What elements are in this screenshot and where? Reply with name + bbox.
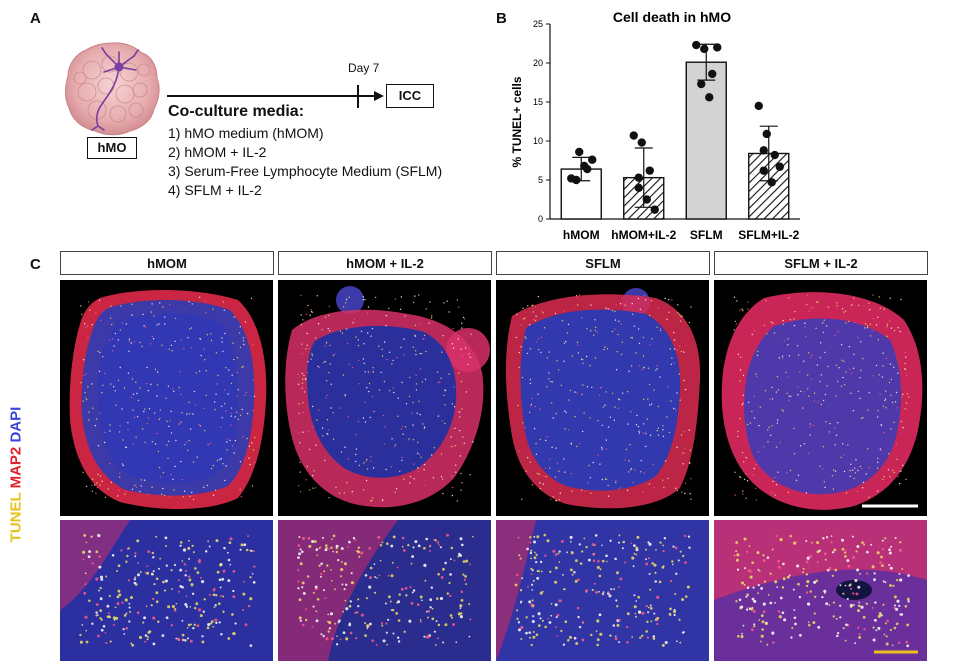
day-label: Day 7: [348, 61, 380, 75]
data-point: [634, 173, 643, 182]
y-tick-label: 10: [533, 136, 543, 146]
stain-dapi-label: DAPI: [7, 406, 25, 443]
media-title: Co-culture media:: [168, 103, 305, 120]
image-hmom-overview: [60, 280, 273, 516]
data-point: [713, 43, 722, 52]
data-point: [575, 147, 584, 157]
data-point: [700, 44, 709, 54]
x-tick-label: hMOM: [563, 228, 600, 242]
data-point: [767, 178, 776, 187]
data-point: [762, 129, 771, 139]
chart-title: Cell death in hMO: [613, 9, 731, 25]
y-axis-label: % TUNEL+ cells: [510, 76, 524, 167]
data-point: [759, 146, 768, 155]
organoid-label: hMO: [87, 137, 137, 159]
column-header-sflm: SFLM: [496, 251, 710, 275]
x-tick-label: SFLM: [690, 228, 723, 242]
stain-tunel-label: TUNEL: [7, 492, 25, 543]
media-item: 1) hMO medium (hMOM): [168, 125, 324, 141]
data-point: [629, 131, 638, 140]
media-item: 4) SFLM + IL-2: [168, 182, 262, 198]
image-sflm-zoom: [496, 520, 709, 661]
image-sflm-overview: [496, 280, 709, 516]
timeline-arrow: [167, 85, 384, 108]
image-hmom-il2-zoom: [278, 520, 491, 661]
data-point: [708, 69, 717, 79]
data-point: [645, 166, 654, 175]
data-point: [754, 101, 763, 111]
image-sflm-il2-zoom: [714, 520, 927, 661]
panel-a-letter: A: [30, 10, 41, 27]
data-point: [697, 79, 706, 89]
data-point: [572, 175, 581, 185]
data-point: [770, 150, 779, 160]
image-sflm-il2-overview: [714, 280, 927, 516]
data-point: [642, 195, 651, 204]
data-point: [650, 205, 659, 214]
stain-map2-label: MAP2: [7, 446, 25, 489]
data-point: [580, 161, 589, 171]
panel-b-letter: B: [496, 10, 507, 27]
endpoint-label: ICC: [386, 84, 434, 108]
media-item: 3) Serum-Free Lymphocyte Medium (SFLM): [168, 163, 443, 179]
x-tick-label: hMOM+IL-2: [611, 228, 676, 242]
x-tick-label: SFLM+IL-2: [738, 228, 799, 242]
column-header-sflm-il2: SFLM + IL-2: [714, 251, 928, 275]
y-tick-label: 20: [533, 58, 543, 68]
data-point: [759, 166, 768, 175]
y-tick-label: 15: [533, 97, 543, 107]
data-point: [705, 93, 714, 102]
y-tick-label: 0: [538, 214, 543, 224]
bar-chart: Cell death in hMO % TUNEL+ cells 0 5 10 15 2…: [510, 9, 800, 242]
media-item: 2) hMOM + IL-2: [168, 144, 267, 160]
column-header-hmom: hMOM: [60, 251, 274, 275]
y-tick-label: 5: [538, 175, 543, 185]
image-hmom-zoom: [60, 520, 273, 661]
data-point: [634, 183, 643, 192]
bar: [685, 61, 727, 220]
column-header-hmom-il2: hMOM + IL-2: [278, 251, 492, 275]
data-point: [588, 155, 597, 164]
image-hmom-il2-overview: [278, 280, 491, 516]
data-point: [637, 138, 646, 147]
data-point: [692, 40, 701, 50]
y-tick-label: 25: [533, 19, 543, 29]
data-point: [775, 162, 784, 171]
organoid-illustration: [65, 42, 160, 136]
panel-c-letter: C: [30, 256, 41, 273]
stain-legend: TUNEL MAP2 DAPI: [8, 395, 25, 555]
